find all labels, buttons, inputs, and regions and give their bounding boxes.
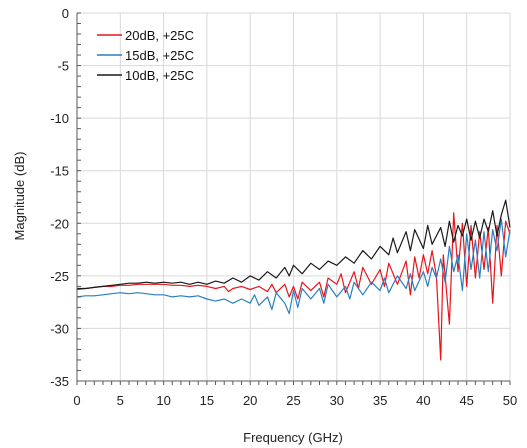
- x-tick-label: 25: [286, 393, 300, 408]
- x-tick-label: 10: [156, 393, 170, 408]
- legend-label-2: 15dB, +25C: [125, 48, 194, 63]
- legend-label-3: 10dB, +25C: [125, 68, 194, 83]
- y-tick-label: -10: [50, 111, 69, 126]
- y-tick-label: -20: [50, 216, 69, 231]
- x-tick-label: 5: [117, 393, 124, 408]
- series-line-3: [77, 199, 511, 290]
- y-tick-label: -15: [50, 164, 69, 179]
- x-tick-label: 20: [243, 393, 257, 408]
- y-axis-title: Magnitude (dB): [12, 152, 27, 241]
- y-tick-label: -5: [57, 59, 69, 74]
- series-line-1: [76, 212, 511, 361]
- legend: 20dB, +25C 15dB, +25C 10dB, +25C: [97, 28, 194, 83]
- y-tick-label: 0: [62, 6, 69, 21]
- legend-label-1: 20dB, +25C: [125, 28, 194, 43]
- y-tick-label: -35: [50, 374, 69, 389]
- x-tick-label: 50: [503, 393, 517, 408]
- series-layer: [76, 199, 511, 361]
- x-tick-label: 35: [373, 393, 387, 408]
- x-tick-label: 30: [330, 393, 344, 408]
- x-tick-label: 15: [200, 393, 214, 408]
- axes-layer: [76, 12, 511, 385]
- x-axis-title: Frequency (GHz): [243, 430, 343, 445]
- tick-labels-layer: 0 5 10 15 20 25 30 35 40 45 50 0 -5 -10 -15 -20 -25 -30 -3…: [50, 6, 517, 408]
- x-tick-label: 0: [73, 393, 80, 408]
- x-tick-label: 45: [459, 393, 473, 408]
- y-tick-label: -25: [50, 269, 69, 284]
- y-tick-label: -30: [50, 321, 69, 336]
- series-line-2: [76, 218, 511, 315]
- x-tick-label: 40: [416, 393, 430, 408]
- grid-layer: [76, 12, 511, 382]
